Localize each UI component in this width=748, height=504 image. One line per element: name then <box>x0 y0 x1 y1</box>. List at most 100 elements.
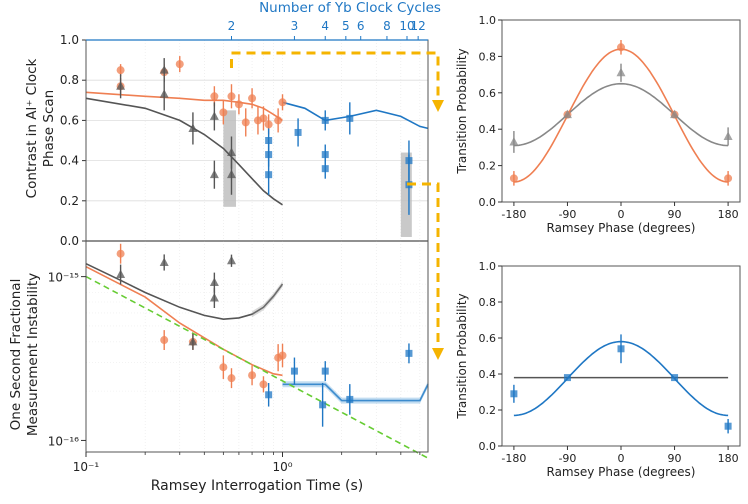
contrast-point-0-9 <box>248 94 257 103</box>
contrast-point-1-7 <box>226 147 236 157</box>
instability-line-gray-fit <box>85 262 284 321</box>
phase-yb-point-0-2 <box>617 345 625 353</box>
contrast-point-2-5 <box>321 151 329 159</box>
phase-al-point-1-4 <box>723 131 733 140</box>
instability-xlabel: Ramsey Interrogation Time (s) <box>151 478 364 494</box>
contrast-point-0-3 <box>175 60 184 69</box>
contrast-line-gray-fit <box>85 97 283 206</box>
phase-yb-ylabel: Transition Probability <box>455 293 469 419</box>
phase-al-fit-1 <box>513 82 729 147</box>
contrast-point-2-4 <box>321 116 329 124</box>
instability-ylabel-line: One Second Fractional <box>8 279 24 431</box>
phase-al-panel: 0.0 0.2 0.4 0.6 0.8 1.0 -180 -90 0 90 180 Ramsey Ph… <box>455 14 741 235</box>
instability-point-2-4 <box>346 395 354 403</box>
contrast-ytick-label: 1.0 <box>60 33 79 47</box>
contrast-point-0-14 <box>278 98 287 107</box>
instability-point-1-4 <box>226 255 236 265</box>
phase-al-point-1-1 <box>562 109 572 119</box>
phase-al-xtick-label: -90 <box>558 208 576 221</box>
arrow-head-yb <box>432 348 444 360</box>
phase-al-point-0-2 <box>617 43 625 52</box>
contrast-ytick-label: 0.6 <box>60 113 79 127</box>
arrow-to-al-scan <box>229 51 440 102</box>
instability-point-0-1 <box>160 336 169 345</box>
phase-al-point-1-2 <box>616 67 626 77</box>
contrast-point-2-7 <box>346 114 354 122</box>
top-axis-tick-label-8: 8 <box>383 19 391 33</box>
contrast-ylabel: Contrast in Al⁺ ClockPhase Scan <box>24 58 57 198</box>
contrast-panel: 0.0 0.2 0.4 0.6 0.8 1.0 Number of Yb Clock Cyc… <box>24 0 441 248</box>
phase-al-xtick-label: 0 <box>618 208 625 221</box>
phase-yb-panel: 0.0 0.2 0.4 0.6 0.8 1.0 -180 -90 0 90 180 Ramsey Ph… <box>455 260 741 479</box>
phase-al-xtick-label: 90 <box>668 208 682 221</box>
contrast-point-0-11 <box>259 114 268 123</box>
main-panels: 0.0 0.2 0.4 0.6 0.8 1.0 Number of Yb Clock Cyc… <box>8 0 441 494</box>
phase-yb-xtick-label: 90 <box>668 452 682 465</box>
phase-al-xtick-label: 180 <box>718 208 739 221</box>
top-axis-tick-label-12: 12 <box>411 19 426 33</box>
phase-al-point-0-0 <box>509 174 518 183</box>
instability-xtick-label-1: 10⁰ <box>272 460 292 474</box>
phase-al-ytick-label: 0.4 <box>479 123 497 136</box>
top-axis-tick-label-6: 6 <box>357 19 365 33</box>
instability-line-blue-fit <box>282 383 429 402</box>
instability-ylabel: One Second FractionalMeasurement Instabi… <box>8 273 41 436</box>
phase-yb-ytick-label: 1.0 <box>479 260 497 273</box>
contrast-ylabel-line: Phase Scan <box>41 90 57 167</box>
connector-arrows <box>229 51 444 360</box>
contrast-point-0-4 <box>210 92 219 101</box>
phase-yb-point-0-1 <box>563 374 571 382</box>
top-axis-tick-label-5: 5 <box>342 19 350 33</box>
contrast-point-1-6 <box>226 169 236 179</box>
phase-yb-xtick-label: -180 <box>501 452 526 465</box>
phase-al-point-1-3 <box>670 109 680 119</box>
top-axis-tick-label-2: 2 <box>228 19 236 33</box>
instability-point-2-1 <box>290 367 298 375</box>
arrow-head-al <box>432 100 444 112</box>
phase-yb-xtick-label: 0 <box>618 452 625 465</box>
contrast-point-0-5 <box>219 108 228 117</box>
instability-point-1-1 <box>159 257 169 266</box>
contrast-point-1-3 <box>188 123 198 132</box>
instability-point-0-8 <box>278 351 287 360</box>
contrast-point-2-0 <box>265 137 273 144</box>
phase-yb-xtick-label: 180 <box>718 452 739 465</box>
phase-yb-ytick-label: 0.2 <box>479 404 497 417</box>
instability-point-0-0 <box>116 249 125 258</box>
phase-al-ytick-label: 0.2 <box>479 160 497 173</box>
contrast-ytick-label: 0.8 <box>60 73 79 87</box>
contrast-ytick-label: 0.0 <box>60 234 79 248</box>
phase-al-ytick-label: 0.0 <box>479 196 497 209</box>
contrast-point-0-13 <box>274 116 283 125</box>
instability-point-1-0 <box>116 269 126 279</box>
phase-scan-panels: 0.0 0.2 0.4 0.6 0.8 1.0 -180 -90 0 90 180 Ramsey Ph… <box>455 14 741 479</box>
phase-yb-point-0-4 <box>724 422 732 430</box>
contrast-ytick-label: 0.4 <box>60 154 79 168</box>
instability-blue-band <box>282 381 428 404</box>
instability-line-green-reference <box>85 275 429 459</box>
instability-ytick-label-1: 10⁻¹⁶ <box>48 434 79 448</box>
contrast-point-0-1 <box>116 66 125 75</box>
phase-yb-ytick-label: 0.6 <box>479 332 497 345</box>
instability-point-1-3 <box>209 293 219 302</box>
contrast-point-1-0 <box>116 81 126 90</box>
contrast-point-2-2 <box>265 171 273 179</box>
phase-al-point-1-0 <box>509 136 519 146</box>
contrast-point-1-4 <box>209 169 219 179</box>
contrast-point-0-7 <box>234 100 243 109</box>
contrast-point-0-8 <box>241 118 250 127</box>
top-axis-tick-label-10: 10 <box>399 19 414 33</box>
instability-point-1-2 <box>188 336 198 346</box>
instability-point-1-5 <box>209 277 219 287</box>
phase-yb-ytick-label: 0.0 <box>479 440 497 453</box>
instability-ylabel-line: Measurement Instability <box>25 273 41 436</box>
phase-yb-xtick-label: -90 <box>558 452 576 465</box>
contrast-point-1-1 <box>159 65 169 74</box>
phase-al-ylabel: Transition Probability <box>455 48 469 174</box>
contrast-point-2-6 <box>321 165 329 173</box>
instability-panel: 10⁻¹⁵ 10⁻¹⁶ 10⁻¹ 10⁰ Ramsey Interrogation Ti… <box>8 240 429 494</box>
contrast-point-0-12 <box>264 120 273 129</box>
top-axis-title: Number of Yb Clock Cycles <box>259 0 441 16</box>
contrast-point-0-6 <box>227 92 236 101</box>
